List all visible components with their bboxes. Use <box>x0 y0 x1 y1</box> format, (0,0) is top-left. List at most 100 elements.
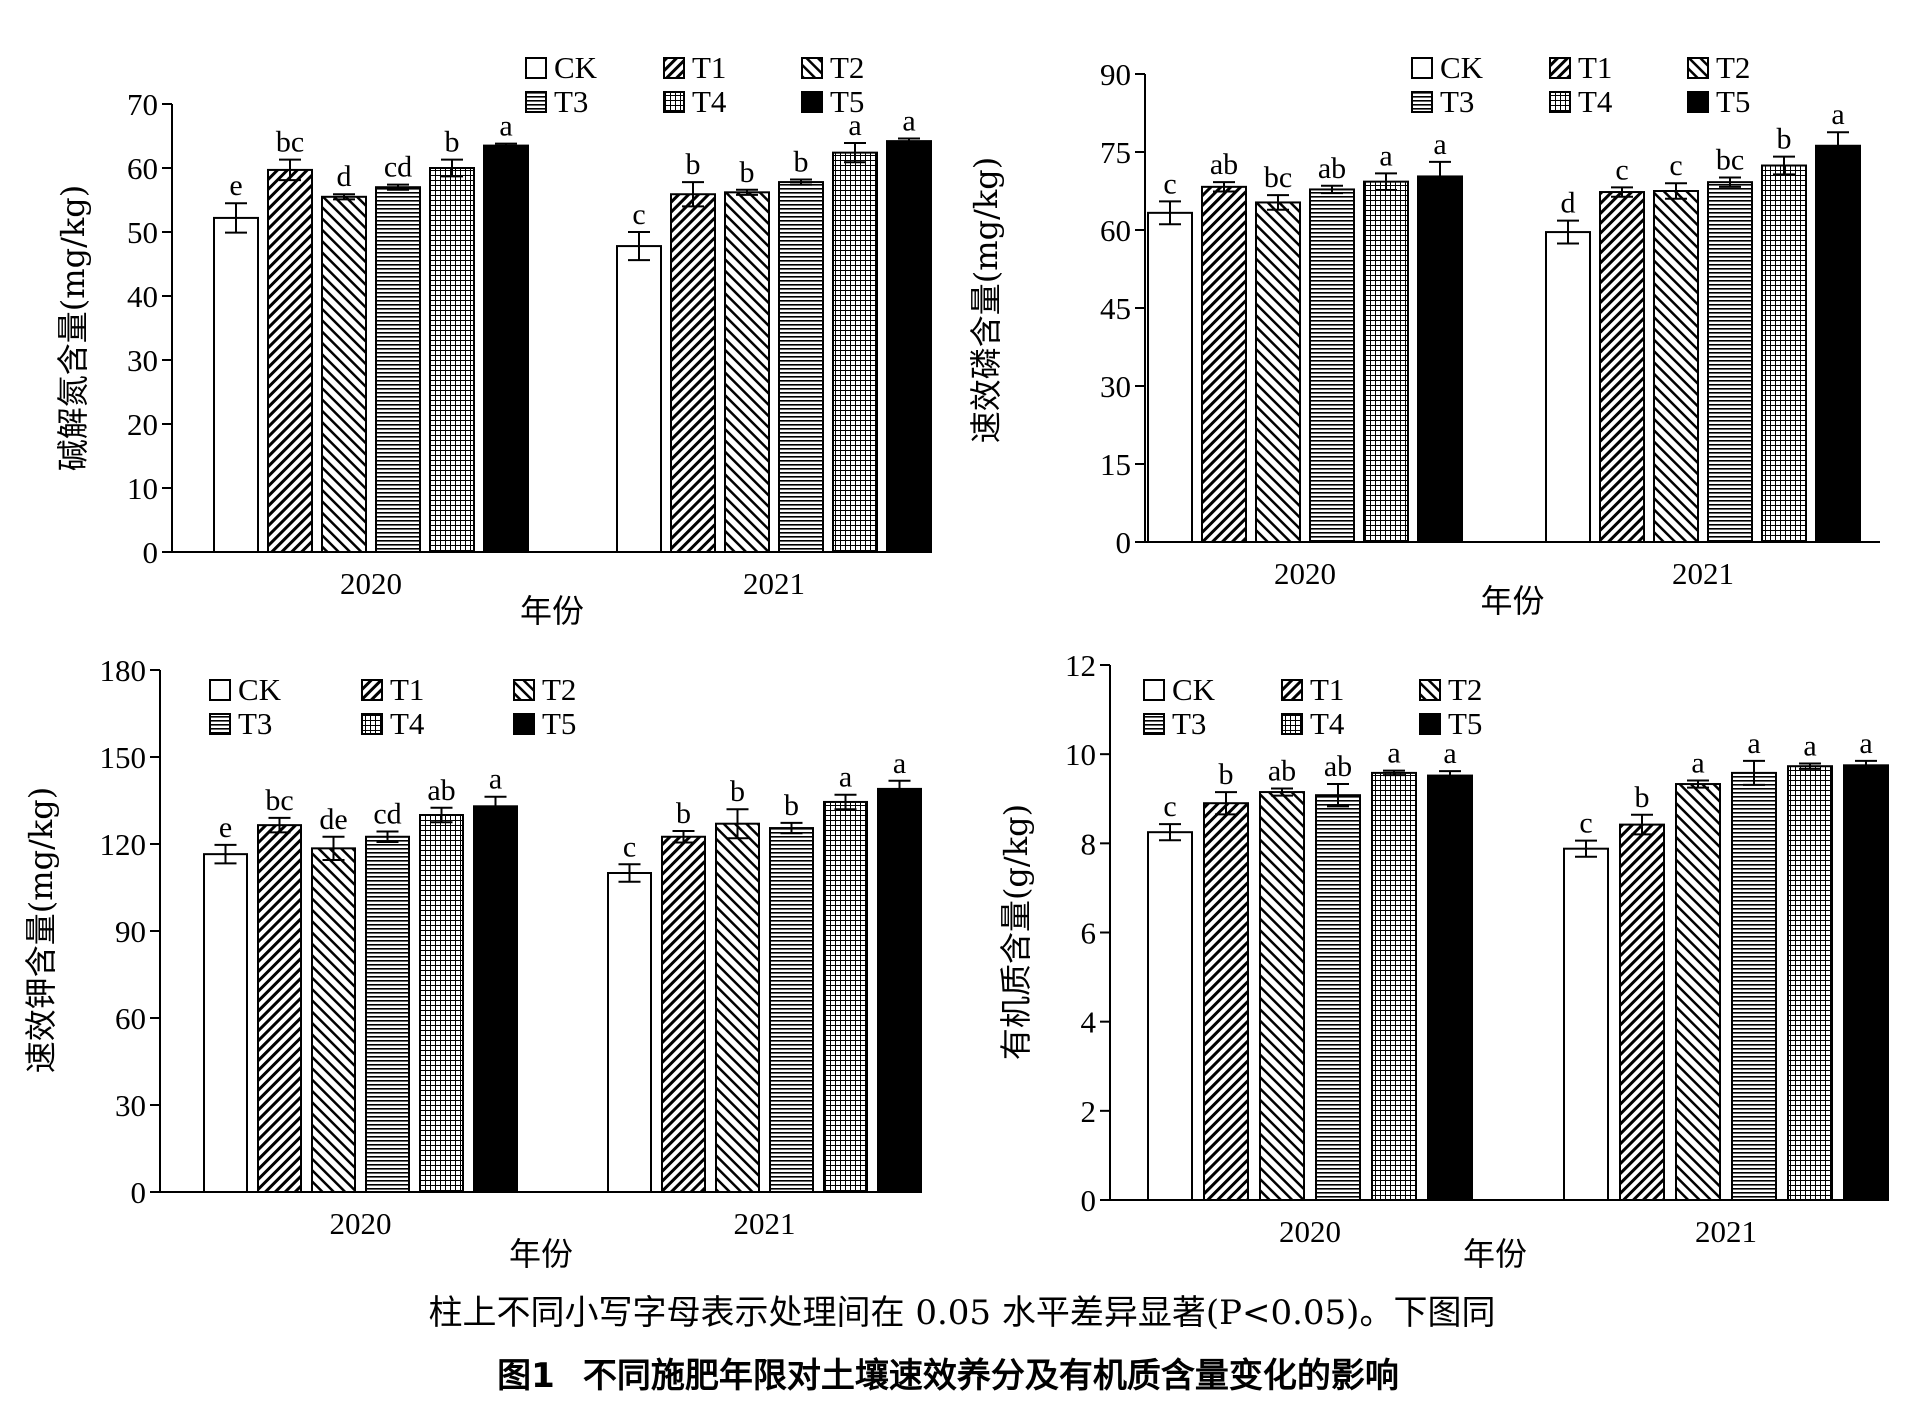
significance-letter: a <box>839 761 852 794</box>
legend-swatch-T3 <box>1411 91 1433 113</box>
bar-T2-2020 <box>321 195 367 554</box>
bar-T2-2020 <box>311 847 356 1193</box>
bar-T3-2021 <box>1707 181 1753 543</box>
x-tick-label: 2020 <box>330 1206 392 1241</box>
significance-letter: b <box>784 789 799 822</box>
legend-swatch-T3 <box>209 713 231 735</box>
legend-label-T4: T4 <box>1578 84 1613 119</box>
significance-letter: a <box>1859 727 1872 760</box>
legend-swatch-T4 <box>361 713 383 735</box>
significance-letter: b <box>445 126 460 159</box>
y-tick-label: 40 <box>127 279 158 314</box>
bar-T5-2021 <box>886 140 932 553</box>
significance-letter: b <box>1777 123 1792 156</box>
y-tick-label: 0 <box>143 535 159 570</box>
x-axis-title: 年份 <box>520 592 584 630</box>
legend-swatch-T5 <box>801 91 823 113</box>
caption-label: 图1 <box>497 1356 555 1396</box>
bar-T2-2020 <box>1255 201 1301 543</box>
legend-label-T4: T4 <box>1310 706 1345 741</box>
legend-label-T5: T5 <box>542 706 576 741</box>
y-tick-label: 50 <box>127 215 158 250</box>
bar-T1-2021 <box>670 193 716 554</box>
bar-T5-2021 <box>877 787 922 1194</box>
legend-label-T1: T1 <box>1578 50 1612 85</box>
significance-letter: e <box>229 169 242 202</box>
bar-T2-2021 <box>724 191 770 553</box>
bar-CK-2021 <box>616 245 662 554</box>
significance-letter: a <box>1803 730 1816 763</box>
bar-T4-2021 <box>1761 164 1807 544</box>
bar-CK-2020 <box>1147 831 1193 1201</box>
y-tick-label: 0 <box>1116 525 1132 560</box>
bar-T1-2021 <box>1619 823 1665 1201</box>
bar-T5-2020 <box>1417 175 1463 543</box>
legend-label-T2: T2 <box>542 672 576 707</box>
legend-label-T5: T5 <box>830 84 864 119</box>
legend-swatch-T1 <box>1281 679 1303 701</box>
significance-letter: a <box>848 109 861 142</box>
significance-letter: b <box>1635 781 1650 814</box>
significance-letter: c <box>632 198 645 231</box>
y-tick-label: 6 <box>1081 916 1097 951</box>
legend-swatch-CK <box>1143 679 1165 701</box>
significance-letter: c <box>1579 807 1592 840</box>
significance-letter: ab <box>1210 148 1238 181</box>
y-tick-label: 12 <box>1065 648 1096 683</box>
legend-label-T5: T5 <box>1448 706 1482 741</box>
y-tick-label: 10 <box>1065 737 1096 772</box>
bar-T5-2020 <box>473 805 518 1193</box>
bar-T1-2020 <box>1201 185 1247 543</box>
legend-swatch-CK <box>1411 57 1433 79</box>
legend-swatch-T1 <box>1549 57 1571 79</box>
significance-letter: a <box>893 747 906 780</box>
x-tick-label: 2021 <box>1695 1214 1757 1249</box>
panel-4: 0 2 4 6 8 10 12 c b ab ab a a 2020 c b a a a a 2021 年份 有机质含量(g… <box>997 648 1889 1273</box>
bar-T5-2021 <box>1843 764 1889 1201</box>
y-tick-label: 60 <box>127 151 158 186</box>
y-tick-label: 20 <box>127 407 158 442</box>
y-tick-label: 15 <box>1100 447 1131 482</box>
significance-letter: a <box>1831 98 1844 131</box>
y-tick-label: 180 <box>100 653 147 688</box>
x-tick-label: 2020 <box>340 566 402 601</box>
legend-label-CK: CK <box>238 672 282 707</box>
y-tick-label: 4 <box>1081 1005 1097 1040</box>
legend-swatch-T4 <box>1549 91 1571 113</box>
legend: CK T1 T2 T3 T4 T5 <box>1143 672 1482 741</box>
legend-swatch-T2 <box>1687 57 1709 79</box>
bar-CK-2021 <box>1563 847 1609 1202</box>
legend-label-T4: T4 <box>692 84 727 119</box>
legend-swatch-T2 <box>801 57 823 79</box>
legend-swatch-T4 <box>1281 713 1303 735</box>
bar-T2-2021 <box>1653 190 1699 543</box>
legend-swatch-T4 <box>663 91 685 113</box>
y-tick-label: 70 <box>127 87 158 122</box>
y-tick-label: 75 <box>1100 135 1131 170</box>
bar-T1-2021 <box>1599 191 1645 543</box>
legend-swatch-CK <box>525 57 547 79</box>
y-tick-label: 150 <box>100 740 147 775</box>
bar-T3-2020 <box>375 186 421 553</box>
bar-CK-2020 <box>1147 211 1193 543</box>
y-tick-label: 60 <box>115 1001 146 1036</box>
significance-letter: ab <box>1324 750 1352 783</box>
bar-T4-2021 <box>823 800 868 1193</box>
legend-label-CK: CK <box>554 50 598 85</box>
bar-T1-2020 <box>257 824 302 1194</box>
legend-swatch-T3 <box>525 91 547 113</box>
x-axis-title: 年份 <box>1480 582 1544 620</box>
x-tick-label: 2021 <box>734 1206 796 1241</box>
legend-label-T1: T1 <box>1310 672 1344 707</box>
bar-T4-2020 <box>1371 771 1417 1201</box>
bar-T1-2020 <box>267 168 313 553</box>
y-tick-label: 30 <box>127 343 158 378</box>
legend-label-T5: T5 <box>1716 84 1750 119</box>
legend-label-CK: CK <box>1440 50 1484 85</box>
bar-T2-2020 <box>1259 791 1305 1201</box>
figure-caption: 图1 不同施肥年限对土壤速效养分及有机质含量变化的影响 <box>0 1348 1924 1397</box>
